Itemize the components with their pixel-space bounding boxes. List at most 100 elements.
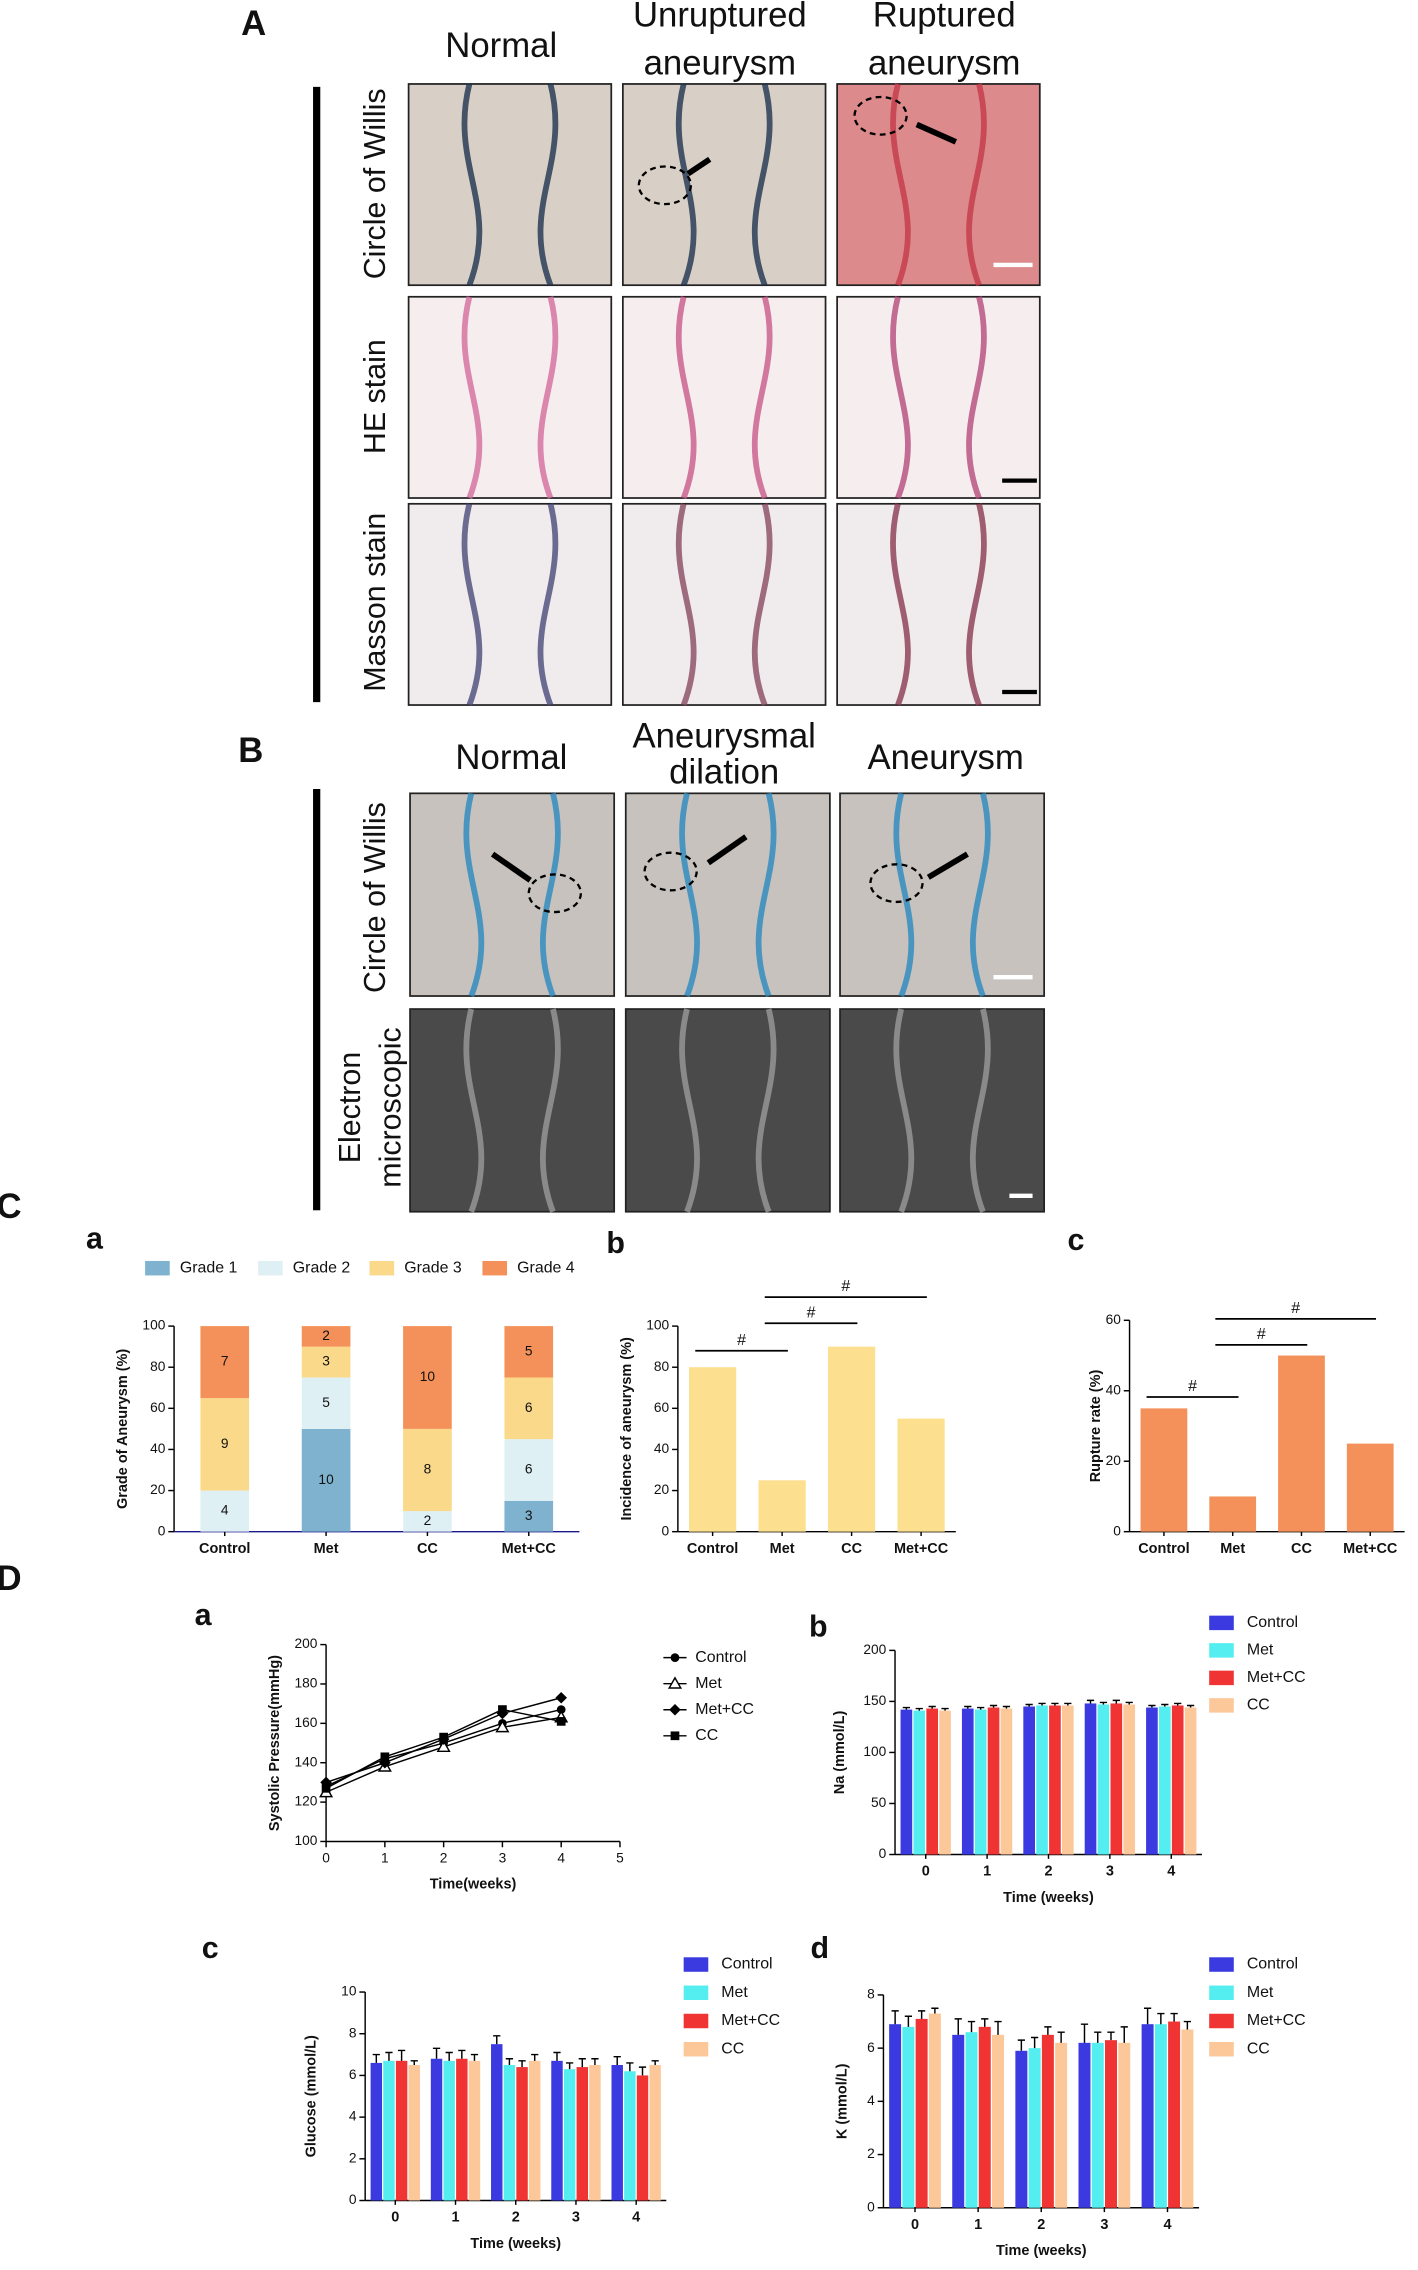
legend-swatch <box>1209 1698 1234 1713</box>
y-tick-label: 4 <box>349 2109 357 2124</box>
photo-detail <box>461 83 559 287</box>
marker <box>498 1705 507 1714</box>
legend-label: Met <box>1247 1984 1274 2001</box>
error-bar <box>1107 2031 1115 2041</box>
x-tick-label: CC <box>841 1541 862 1557</box>
legend-swatch <box>1209 1643 1234 1658</box>
subpanel-label: b <box>809 1610 828 1644</box>
bar <box>1049 1705 1061 1855</box>
bar <box>408 2065 420 2201</box>
bar <box>1123 1704 1136 1855</box>
bar <box>1158 1706 1171 1855</box>
error-bar <box>410 2060 418 2066</box>
legend-label: CC <box>695 1727 718 1744</box>
y-tick-label: 160 <box>294 1715 317 1730</box>
y-tick-label: 200 <box>294 1636 317 1651</box>
photo-detail <box>463 792 561 998</box>
y-tick-label: 4 <box>867 2093 875 2108</box>
error-bar <box>1094 2031 1102 2043</box>
error-bar <box>1161 1703 1169 1707</box>
x-axis-label: Time(weeks) <box>430 1877 517 1893</box>
legend-label: Control <box>1247 1614 1298 1631</box>
row-label: microscopic <box>374 1027 408 1187</box>
x-tick-label: 4 <box>1167 1864 1175 1880</box>
bar-segment <box>504 1326 554 1378</box>
y-tick-label: 80 <box>150 1359 166 1374</box>
x-tick-label: 0 <box>922 1864 930 1880</box>
y-tick-label: 60 <box>150 1400 166 1415</box>
bar <box>1036 1705 1048 1855</box>
bar-segment <box>403 1326 452 1429</box>
panel-label: B <box>238 732 263 770</box>
x-tick-label: 1 <box>381 1850 389 1865</box>
error-bar <box>1157 2012 1165 2025</box>
significance-label: # <box>737 1332 746 1349</box>
panel-bar <box>313 86 321 703</box>
bar-segment <box>504 1439 554 1501</box>
legend-swatch <box>683 1985 709 2001</box>
highlight-circle <box>853 95 908 136</box>
legend-label: CC <box>1247 2040 1270 2057</box>
photo-detail <box>679 792 777 998</box>
marker <box>556 1705 566 1714</box>
line <box>325 1716 562 1793</box>
x-tick-label: Control <box>1138 1541 1189 1557</box>
bar <box>928 2013 941 2208</box>
error-bar <box>902 1706 911 1710</box>
legend-label: CC <box>721 2040 744 2057</box>
error-bar <box>941 1707 949 1711</box>
error-bar <box>458 2049 466 2059</box>
bar <box>897 1418 945 1532</box>
bar <box>992 2034 1005 2208</box>
photo <box>624 1008 831 1213</box>
column-header: aneurysm <box>868 44 1021 82</box>
segment-label: 6 <box>525 1462 533 1477</box>
photo-detail <box>675 503 773 707</box>
bar-segment <box>301 1346 351 1378</box>
subpanel-label: c <box>1068 1223 1085 1257</box>
photo <box>839 792 1046 997</box>
bar <box>1209 1496 1257 1532</box>
bar <box>551 2060 563 2201</box>
error-bar <box>1183 2020 1191 2030</box>
x-tick-label: 0 <box>911 2217 919 2233</box>
y-tick-label: 0 <box>879 1846 887 1861</box>
error-bar <box>578 2058 586 2068</box>
y-tick-label: 100 <box>142 1318 165 1333</box>
x-tick-label: 2 <box>1037 2217 1045 2233</box>
y-tick-label: 6 <box>349 2067 357 2082</box>
error-bar <box>566 2062 574 2070</box>
legend-label: Grade 3 <box>404 1259 462 1276</box>
error-bar <box>994 2020 1002 2035</box>
bar <box>827 1346 876 1532</box>
error-bar <box>470 2053 479 2061</box>
segment-label: 5 <box>525 1343 533 1358</box>
error-bar <box>891 2010 899 2025</box>
error-bar <box>1038 1702 1046 1706</box>
x-tick-label: 2 <box>1044 1864 1052 1880</box>
bar <box>1000 1708 1013 1855</box>
legend-swatch <box>1209 1957 1234 1972</box>
photo <box>624 792 831 997</box>
bar <box>383 2060 395 2201</box>
legend-swatch <box>1209 1615 1234 1631</box>
y-axis-label: Incidence of aneurysm (%) <box>619 1337 635 1520</box>
x-tick-label: Met+CC <box>894 1541 949 1557</box>
error-bar <box>1064 1702 1072 1706</box>
bar-segment <box>200 1326 250 1399</box>
bar <box>913 1710 926 1855</box>
y-tick-label: 0 <box>662 1523 670 1538</box>
column-header: Aneurysmal <box>633 718 816 756</box>
error-bar <box>372 2053 380 2063</box>
bar <box>636 2075 649 2201</box>
error-bar <box>1002 1705 1011 1709</box>
photo-detail <box>461 296 559 500</box>
x-tick-label: Met <box>1220 1541 1245 1557</box>
legend-label: Met <box>695 1675 722 1692</box>
error-bar <box>445 2051 453 2061</box>
y-tick-label: 150 <box>863 1693 886 1708</box>
error-bar <box>518 2060 526 2068</box>
row-label: Electron <box>333 1052 367 1164</box>
bar <box>974 1709 987 1855</box>
arrow <box>686 156 712 177</box>
